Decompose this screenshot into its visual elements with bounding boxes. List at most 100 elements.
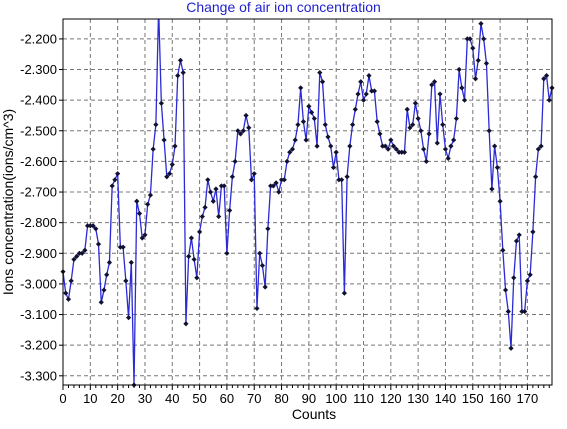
data-point [530,229,536,235]
data-point [500,247,506,253]
data-point [175,73,181,79]
data-point [221,183,227,189]
data-point [268,183,274,189]
data-point [401,149,408,155]
data-point [322,122,328,128]
data-point [298,85,304,91]
data-point [153,122,159,128]
y-tick-label: -2.600 [20,154,57,169]
data-point [164,174,170,180]
data-point [412,100,419,106]
chart-title: Change of air ion concentration [186,0,381,15]
y-tick-label: -3.300 [20,368,57,383]
data-point [289,146,296,152]
x-tick-label: 30 [138,391,152,406]
data-point [363,91,369,97]
data-point [319,79,326,85]
data-point [237,131,244,137]
data-point [278,177,285,183]
data-point [374,119,380,125]
data-point [385,146,391,152]
data-point [300,119,307,125]
data-point [229,174,235,180]
data-point [243,112,249,119]
data-point [426,131,432,137]
data-point [336,177,342,183]
data-point [434,140,440,146]
data-point [344,174,350,180]
x-tick-label: 160 [489,391,511,406]
data-point [186,253,192,259]
data-point [527,272,533,278]
data-point [273,180,279,186]
plot-frame [62,18,553,386]
data-point [505,308,511,315]
data-point [437,91,443,97]
data-point [440,122,446,128]
data-point [347,143,353,149]
data-point [303,137,309,143]
data-point [104,272,110,278]
data-point [464,36,470,42]
data-point [216,213,222,220]
data-point [396,149,402,155]
data-point [533,174,539,180]
data-point [65,296,72,302]
data-point [87,223,93,229]
data-point [429,82,435,88]
data-point [98,299,104,305]
data-point [382,143,388,149]
x-tick-label: 140 [435,391,457,406]
grid [63,19,552,385]
data-point [445,155,451,161]
data-point [196,229,203,235]
data-point [136,210,143,217]
data-point [115,171,121,177]
data-point [123,278,129,284]
data-point [63,290,69,296]
data-point [281,177,287,183]
data-point [358,79,364,85]
data-point [161,137,167,143]
data-point [74,253,80,259]
x-tick-label: 150 [462,391,484,406]
data-point [295,122,301,128]
data-point [492,143,498,149]
series-markers [60,20,555,388]
data-point [314,143,320,149]
x-tick-label: 60 [220,391,234,406]
data-point [235,128,241,134]
data-point [538,143,544,149]
data-point [369,88,375,94]
data-point [377,131,383,137]
data-point [470,45,476,51]
data-point [147,192,154,198]
y-tick-label: -3.000 [20,276,57,291]
data-point [513,238,520,244]
data-point [84,223,91,229]
data-point [451,137,457,143]
data-point [467,36,473,42]
data-point [317,69,323,76]
data-point [456,66,462,73]
data-point [415,115,421,122]
data-point [172,143,178,149]
data-point [524,278,531,284]
data-point [489,186,495,192]
data-point [292,137,298,143]
data-point [453,115,459,122]
x-tick-label: 170 [517,391,539,406]
data-point [125,315,132,321]
data-point [180,69,186,76]
y-tick-label: -2.500 [20,123,57,138]
data-point [407,125,413,131]
y-tick-label: -3.200 [20,338,57,353]
data-point [259,262,266,269]
data-point [270,183,276,189]
x-tick-label: 0 [59,391,66,406]
x-tick-label: 90 [302,391,316,406]
data-point [95,241,102,247]
